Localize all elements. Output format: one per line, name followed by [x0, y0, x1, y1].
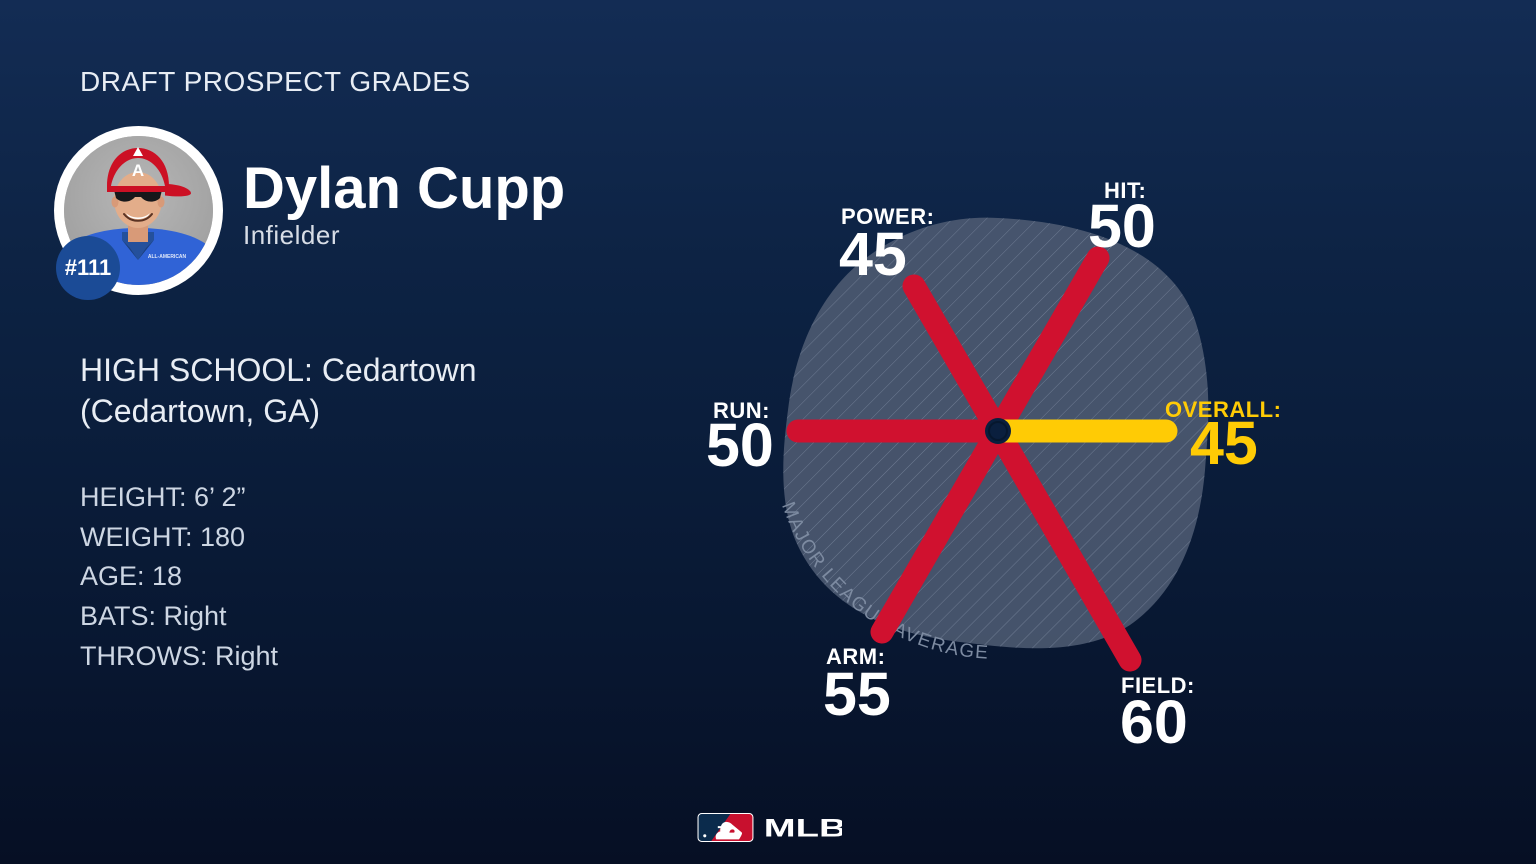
svg-text:MLB: MLB	[764, 815, 842, 842]
